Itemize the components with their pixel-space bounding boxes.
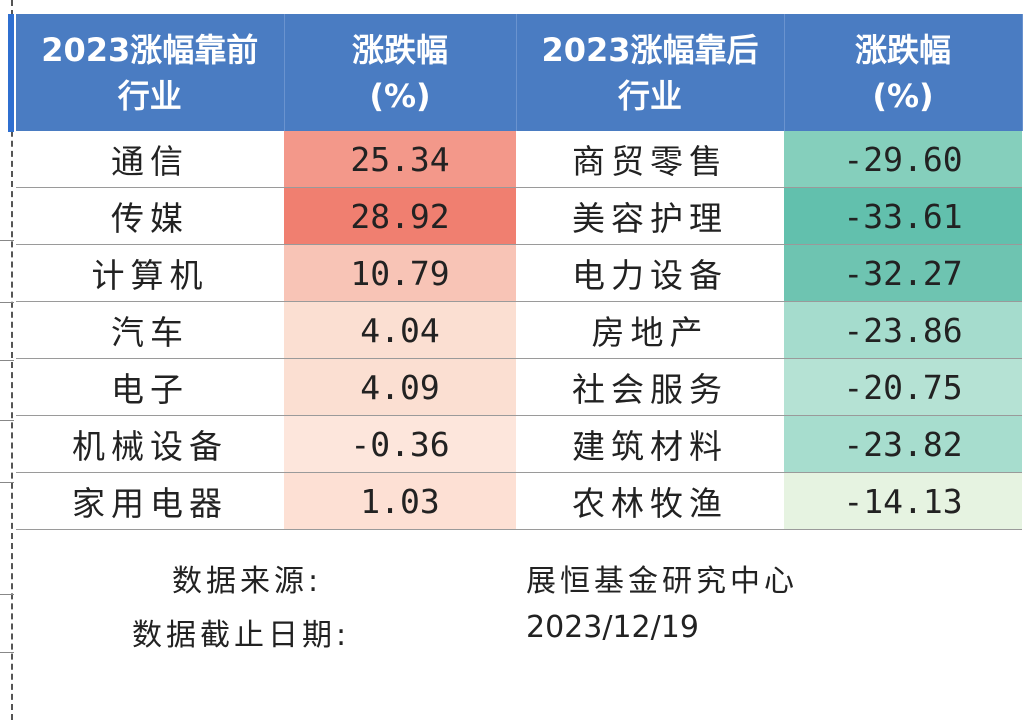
bottom-change-cell[interactable]: -20.75 xyxy=(784,358,1022,416)
cutoff-date-label[interactable]: 数据截止日期: xyxy=(132,618,351,653)
industry-performance-table: 2023涨幅靠前 行业 涨跌幅 (%) 2023涨幅靠后 行业 涨跌幅 (%) … xyxy=(16,14,1023,530)
top-industry-cell[interactable]: 通信 xyxy=(16,131,284,188)
sheet-gridline xyxy=(0,302,14,303)
header-row: 2023涨幅靠前 行业 涨跌幅 (%) 2023涨幅靠后 行业 涨跌幅 (%) xyxy=(16,14,1023,131)
bottom-industry-cell[interactable]: 商贸零售 xyxy=(516,131,784,188)
sheet-gridline xyxy=(0,360,14,361)
bottom-change-cell[interactable]: -29.60 xyxy=(784,131,1022,188)
sheet-gridline xyxy=(0,594,14,595)
top-industry-cell[interactable]: 电子 xyxy=(16,358,284,416)
bottom-change-cell[interactable]: -32.27 xyxy=(784,244,1022,302)
sheet-gridline xyxy=(0,420,14,421)
header-line: 行业 xyxy=(117,76,182,115)
sheet-gridline xyxy=(0,240,14,241)
top-change-cell[interactable]: 4.04 xyxy=(284,301,516,359)
table-row: 传媒 28.92 美容护理 -33.61 xyxy=(16,187,1022,245)
header-line: (%) xyxy=(369,76,431,115)
table-row: 电子 4.09 社会服务 -20.75 xyxy=(16,358,1022,416)
header-line: 涨跌幅 xyxy=(351,30,448,69)
table-row: 汽车 4.04 房地产 -23.86 xyxy=(16,301,1022,359)
source-label[interactable]: 数据来源: xyxy=(172,564,323,599)
header-top-change[interactable]: 涨跌幅 (%) xyxy=(284,14,517,131)
header-line: 2023涨幅靠前 xyxy=(41,30,259,69)
bottom-industry-cell[interactable]: 房地产 xyxy=(516,301,784,359)
top-change-cell[interactable]: 1.03 xyxy=(284,472,516,530)
bottom-industry-cell[interactable]: 美容护理 xyxy=(516,187,784,245)
bottom-change-cell[interactable]: -14.13 xyxy=(784,472,1022,530)
bottom-change-cell[interactable]: -23.86 xyxy=(784,301,1022,359)
top-change-cell[interactable]: 25.34 xyxy=(284,131,516,188)
sheet-gridline xyxy=(0,652,14,653)
top-change-cell[interactable]: 28.92 xyxy=(284,187,516,245)
cutoff-date-value[interactable]: 2023/12/19 xyxy=(526,610,699,645)
header-bottom-industry[interactable]: 2023涨幅靠后 行业 xyxy=(516,14,785,131)
top-industry-cell[interactable]: 计算机 xyxy=(16,244,284,302)
header-bottom-change[interactable]: 涨跌幅 (%) xyxy=(784,14,1023,131)
header-top-industry[interactable]: 2023涨幅靠前 行业 xyxy=(16,14,285,131)
top-industry-cell[interactable]: 汽车 xyxy=(16,301,284,359)
table-row: 通信 25.34 商贸零售 -29.60 xyxy=(16,131,1022,188)
table-row: 机械设备 -0.36 建筑材料 -23.82 xyxy=(16,415,1022,473)
source-value[interactable]: 展恒基金研究中心 xyxy=(526,564,798,599)
top-industry-cell[interactable]: 家用电器 xyxy=(16,472,284,530)
bottom-industry-cell[interactable]: 社会服务 xyxy=(516,358,784,416)
top-industry-cell[interactable]: 机械设备 xyxy=(16,415,284,473)
top-industry-cell[interactable]: 传媒 xyxy=(16,187,284,245)
bottom-change-cell[interactable]: -33.61 xyxy=(784,187,1022,245)
sheet-gridline xyxy=(0,482,14,483)
top-change-cell[interactable]: 10.79 xyxy=(284,244,516,302)
header-line: 行业 xyxy=(617,76,682,115)
table-row: 家用电器 1.03 农林牧渔 -14.13 xyxy=(16,472,1022,530)
header-line: 2023涨幅靠后 xyxy=(541,30,759,69)
top-change-cell[interactable]: 4.09 xyxy=(284,358,516,416)
bottom-industry-cell[interactable]: 电力设备 xyxy=(516,244,784,302)
bottom-change-cell[interactable]: -23.82 xyxy=(784,415,1022,473)
header-line: (%) xyxy=(872,76,934,115)
row-selection-accent xyxy=(8,14,14,132)
top-change-cell[interactable]: -0.36 xyxy=(284,415,516,473)
bottom-industry-cell[interactable]: 建筑材料 xyxy=(516,415,784,473)
table-row: 计算机 10.79 电力设备 -32.27 xyxy=(16,244,1022,302)
bottom-industry-cell[interactable]: 农林牧渔 xyxy=(516,472,784,530)
header-line: 涨跌幅 xyxy=(854,30,951,69)
